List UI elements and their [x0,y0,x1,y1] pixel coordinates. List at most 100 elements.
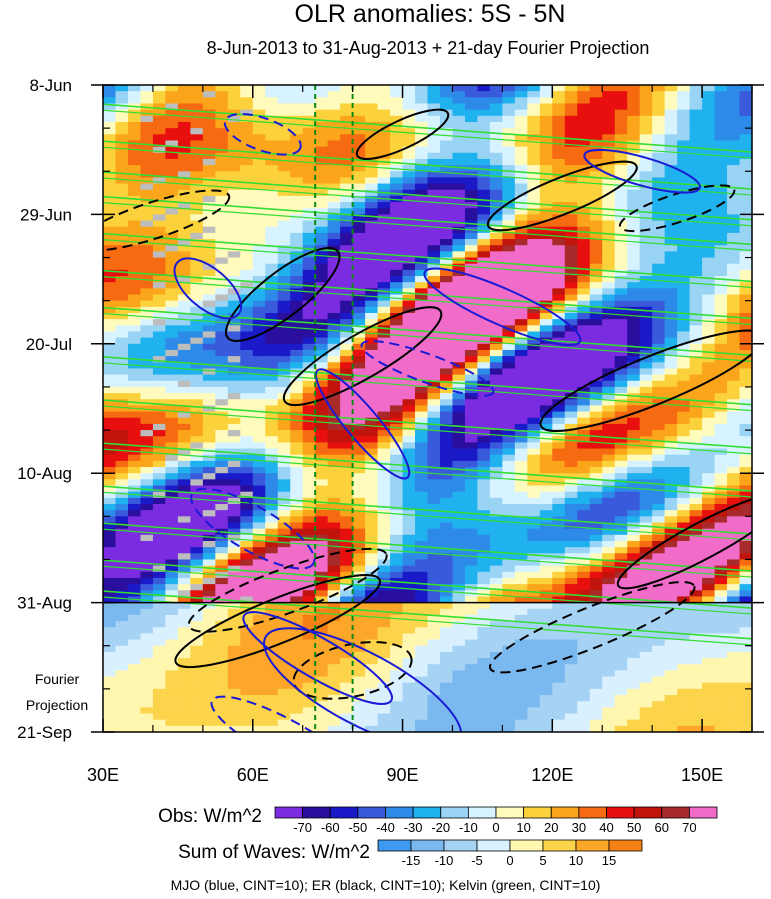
heat-cell [377,183,391,191]
heat-cell [165,621,179,628]
heat-cell [227,553,241,561]
heat-cell [140,257,154,265]
heat-cell [265,103,279,111]
heat-cell [564,411,578,419]
heat-cell [252,343,266,351]
heat-cell [252,584,266,591]
heat-cell [677,158,691,166]
heat-cell [103,121,117,129]
heat-cell [365,325,379,333]
heat-cell [639,282,653,289]
heat-cell [152,565,166,573]
heat-cell [390,115,404,123]
heat-cell [127,91,142,98]
heat-cell [602,183,616,191]
heat-cell [427,540,441,548]
heat-cell [502,189,516,197]
heat-cell [177,534,191,542]
heat-cell [689,664,703,671]
heat-cell [365,602,379,610]
heat-cell [227,294,241,302]
heat-cell [365,399,379,407]
heat-cell [502,639,516,647]
heat-cell [689,670,703,678]
heat-cell [702,393,716,400]
heat-cell [352,645,366,653]
heat-cell [202,565,216,573]
heat-cell [589,245,603,252]
heat-cell [489,417,503,425]
heat-cell [165,232,179,240]
heat-cell [477,288,491,296]
heat-cell [377,602,391,610]
heat-cell [589,504,603,511]
heat-cell [290,85,304,92]
heat-cell [739,85,752,92]
heat-cell [514,165,528,172]
heat-cell [365,614,379,622]
heat-cell [489,97,503,105]
heat-cell [240,319,254,326]
heat-cell [152,140,166,148]
heat-cell [452,331,466,339]
heat-cell [415,251,429,259]
heat-cell [302,337,316,345]
heat-cell [190,269,204,277]
heat-cell [165,442,179,450]
heat-cell [614,473,628,480]
heat-cell [514,386,528,394]
heat-cell [290,226,304,234]
heat-cell [315,510,329,517]
heat-cell [265,356,279,363]
heat-cell [539,165,553,172]
heat-cell [352,633,366,641]
heat-cell [477,436,491,443]
heat-cell [240,158,254,166]
heat-cell [552,183,566,191]
heat-cell [714,337,728,345]
heat-cell [714,411,728,419]
heat-cell [739,103,752,111]
heat-cell [627,356,641,363]
heat-cell [527,109,541,117]
heat-cell [502,288,516,296]
heat-cell [115,602,129,610]
heat-cell [190,658,204,665]
heat-cell [739,300,752,308]
heat-cell [739,442,752,450]
heat-cell [727,473,741,480]
heat-cell [527,374,541,382]
heat-cell [202,448,216,456]
heat-cell [552,467,566,474]
heat-cell [415,294,429,302]
heat-cell [315,491,329,499]
heat-cell [215,331,229,339]
heat-cell [714,103,728,111]
heat-cell [514,528,528,536]
heat-cell [152,528,166,536]
heat-cell [739,152,752,160]
heat-cell [165,411,179,419]
heat-cell [614,516,628,524]
heat-cell [265,226,279,234]
heat-cell [177,362,191,370]
heat-cell [677,528,691,536]
heat-cell [327,417,341,425]
heat-cell [427,614,441,622]
heat-cell [477,208,491,215]
heat-cell [315,319,329,326]
heat-cell [340,510,354,517]
heat-cell [427,374,441,382]
heat-cell [340,152,354,160]
heat-cell [127,257,142,265]
heat-cell [677,602,691,610]
heat-cell [602,109,616,117]
heat-cell [402,417,416,425]
heat-cell [664,245,678,252]
heat-cell [614,269,628,277]
heat-cell [689,140,703,148]
heat-cell [215,651,229,659]
heat-cell [290,91,304,98]
heat-cell [652,553,666,561]
heat-cell [265,559,279,567]
